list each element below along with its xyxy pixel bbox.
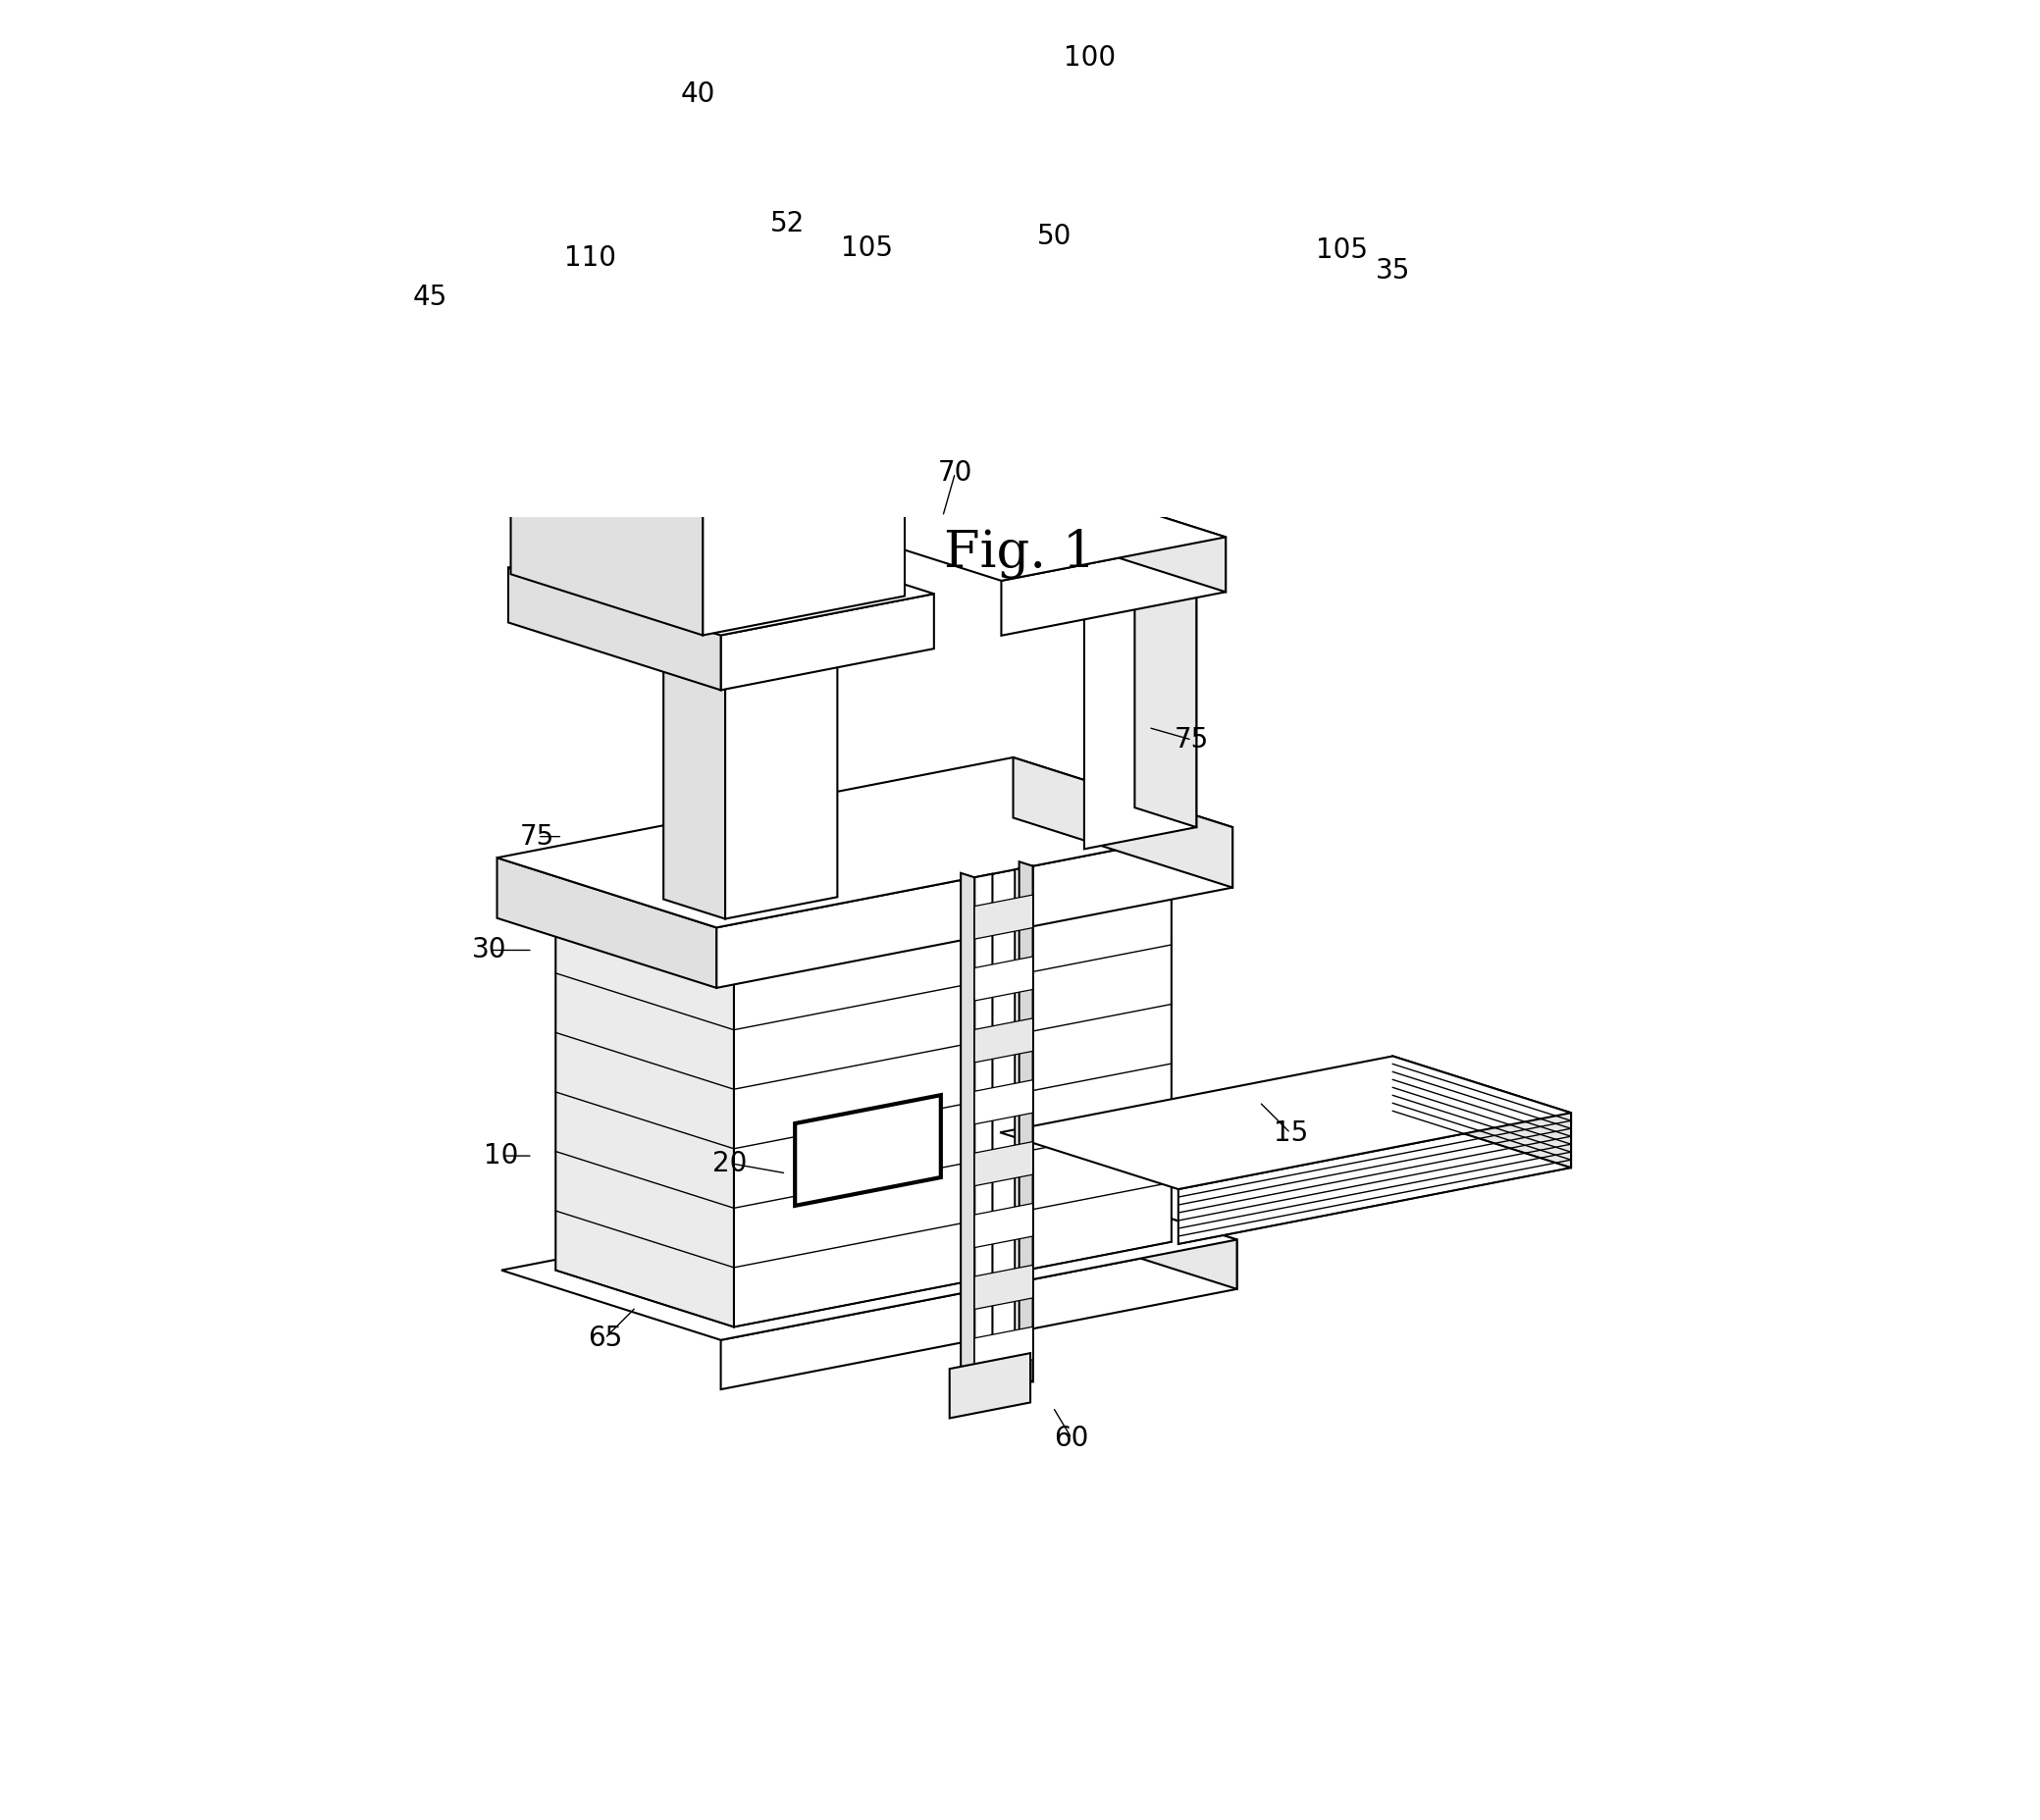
Text: 40: 40 — [681, 80, 716, 107]
Polygon shape — [702, 286, 949, 375]
Polygon shape — [555, 914, 734, 1327]
Text: 60: 60 — [1055, 1425, 1089, 1452]
Text: 50: 50 — [1036, 222, 1071, 249]
Text: 45: 45 — [412, 284, 447, 311]
Text: 105: 105 — [1316, 237, 1369, 264]
Polygon shape — [975, 895, 1032, 939]
Polygon shape — [1014, 470, 1226, 592]
Text: 70: 70 — [938, 459, 973, 486]
Polygon shape — [1195, 278, 1365, 360]
Text: 65: 65 — [588, 1325, 622, 1352]
Polygon shape — [1393, 1056, 1571, 1168]
Polygon shape — [1000, 1056, 1571, 1188]
Polygon shape — [720, 1239, 1236, 1389]
Text: 105: 105 — [840, 235, 894, 262]
Polygon shape — [1014, 866, 1032, 1385]
Polygon shape — [949, 1352, 1030, 1418]
Polygon shape — [663, 644, 836, 686]
Polygon shape — [1083, 593, 1195, 848]
Polygon shape — [975, 1079, 1032, 1125]
Polygon shape — [1002, 537, 1226, 635]
Polygon shape — [1022, 575, 1195, 615]
Polygon shape — [724, 664, 836, 919]
Polygon shape — [1234, 237, 1365, 328]
Polygon shape — [479, 198, 614, 255]
Polygon shape — [508, 568, 720, 690]
Text: 52: 52 — [771, 209, 806, 237]
Polygon shape — [702, 335, 904, 635]
Polygon shape — [490, 200, 614, 329]
Polygon shape — [961, 874, 975, 1392]
Text: 100: 100 — [1063, 44, 1116, 71]
Text: 30: 30 — [471, 937, 506, 965]
Polygon shape — [1067, 237, 1365, 311]
Polygon shape — [720, 593, 934, 690]
Polygon shape — [508, 526, 934, 635]
Text: 20: 20 — [712, 1150, 747, 1178]
Polygon shape — [681, 278, 949, 333]
Polygon shape — [1014, 757, 1232, 888]
Polygon shape — [975, 1141, 1032, 1187]
Polygon shape — [510, 275, 904, 375]
Text: 35: 35 — [1375, 257, 1410, 284]
Circle shape — [889, 257, 918, 284]
Polygon shape — [975, 1017, 1032, 1063]
Text: 15: 15 — [1273, 1119, 1308, 1147]
Polygon shape — [1195, 375, 1365, 457]
Polygon shape — [502, 1170, 1236, 1340]
Polygon shape — [975, 874, 991, 1392]
Polygon shape — [1179, 1112, 1571, 1245]
Polygon shape — [555, 828, 1171, 970]
Polygon shape — [1234, 333, 1365, 424]
Text: 110: 110 — [565, 244, 616, 271]
Circle shape — [749, 309, 761, 322]
Polygon shape — [894, 142, 949, 346]
Polygon shape — [975, 957, 1032, 1001]
Circle shape — [743, 304, 765, 328]
Polygon shape — [975, 1265, 1032, 1309]
Circle shape — [898, 266, 908, 277]
Circle shape — [881, 249, 926, 293]
Polygon shape — [663, 262, 712, 366]
Polygon shape — [663, 666, 724, 919]
Polygon shape — [796, 1096, 940, 1205]
Polygon shape — [624, 113, 1163, 268]
Polygon shape — [712, 262, 798, 366]
Polygon shape — [1020, 861, 1032, 1381]
Polygon shape — [1018, 1170, 1236, 1289]
Polygon shape — [510, 313, 702, 635]
Polygon shape — [734, 885, 1171, 1327]
Text: Fig. 1: Fig. 1 — [945, 530, 1095, 579]
Text: 75: 75 — [520, 823, 555, 850]
Polygon shape — [610, 109, 1163, 218]
Polygon shape — [663, 246, 798, 278]
Text: 75: 75 — [1175, 726, 1210, 753]
Polygon shape — [804, 142, 949, 178]
Polygon shape — [975, 1327, 1032, 1370]
Polygon shape — [859, 160, 949, 364]
Text: 10: 10 — [483, 1143, 518, 1170]
Polygon shape — [789, 470, 1226, 581]
Polygon shape — [498, 857, 716, 988]
Polygon shape — [716, 828, 1232, 988]
Polygon shape — [1134, 575, 1195, 828]
Polygon shape — [1067, 333, 1365, 408]
Polygon shape — [498, 757, 1232, 928]
Polygon shape — [975, 1203, 1032, 1247]
